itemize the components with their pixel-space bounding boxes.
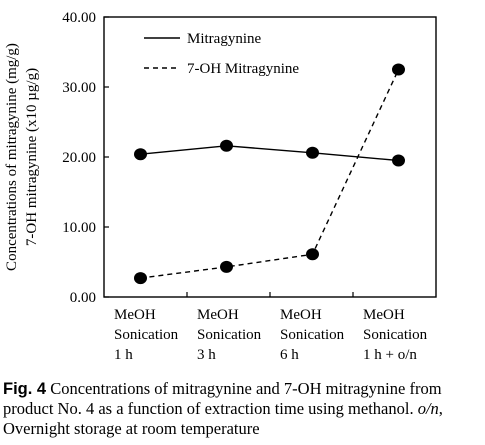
y-axis-title-line: 7-OH mitragynine (x10 µg/g)	[24, 68, 40, 246]
series-line-2	[140, 69, 400, 279]
data-point-2	[306, 248, 319, 261]
x-category-label: Sonication	[280, 327, 345, 343]
y-axis-title-line: Concentrations of mitragynine (mg/g)	[4, 43, 20, 271]
data-point-2	[134, 272, 147, 285]
series-line-1	[140, 145, 399, 162]
data-point-1	[392, 154, 405, 167]
x-category-label: 3 h	[197, 347, 216, 363]
y-tick-label: 40.00	[62, 10, 96, 26]
figure-label: Fig. 4	[3, 380, 47, 398]
caption-text: Concentrations of mitragynine and 7-OH m…	[3, 379, 442, 418]
legend-label-2: 7-OH Mitragynine	[187, 61, 299, 77]
y-tick-label: 0.00	[70, 290, 96, 306]
data-point-2	[220, 260, 233, 273]
y-tick-label: 20.00	[62, 150, 96, 166]
figure-caption: Fig. 4 Concentrations of mitragynine and…	[3, 379, 481, 439]
caption-text-end: , Overnight storage at room temperature	[3, 399, 443, 438]
data-point-2	[392, 63, 405, 76]
x-category-label: MeOH	[114, 307, 156, 323]
x-category-label: 1 h	[114, 347, 133, 363]
line-chart: 0.00 10.00 20.00 30.00 40.00 MeOH Sonication 1…	[4, 10, 437, 363]
data-point-1	[306, 146, 319, 159]
caption-abbrev: o/n	[417, 399, 439, 418]
x-category-label: MeOH	[197, 307, 239, 323]
y-axis-ticks: 0.00 10.00 20.00 30.00 40.00	[62, 10, 109, 306]
legend: Mitragynine 7-OH Mitragynine	[144, 31, 299, 77]
chart-axes	[103, 16, 437, 298]
y-axis-title: Concentrations of mitragynine (mg/g) 7-OH…	[4, 43, 40, 271]
x-category-label: Sonication	[114, 327, 179, 343]
x-category-label: MeOH	[280, 307, 322, 323]
x-category-label: 1 h + o/n	[363, 347, 417, 363]
x-category-label: MeOH	[363, 307, 405, 323]
x-category-label: Sonication	[197, 327, 262, 343]
plot-frame	[103, 16, 437, 298]
legend-label-1: Mitragynine	[187, 31, 261, 47]
x-category-label: 6 h	[280, 347, 299, 363]
data-point-1	[220, 139, 233, 152]
y-tick-label: 30.00	[62, 80, 96, 96]
x-category-label: Sonication	[363, 327, 428, 343]
data-point-1	[134, 148, 147, 161]
series-group	[134, 63, 405, 285]
y-tick-label: 10.00	[62, 220, 96, 236]
x-axis-categories: MeOH Sonication 1 h MeOH Sonication 3 h MeOH So…	[114, 292, 428, 363]
